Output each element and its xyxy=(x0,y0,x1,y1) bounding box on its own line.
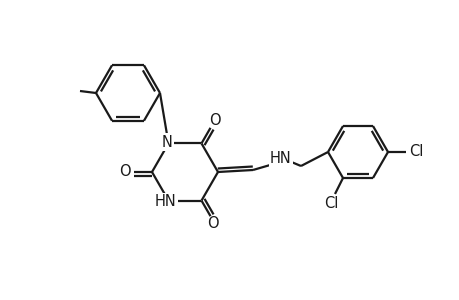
Text: N: N xyxy=(162,135,173,150)
Text: Cl: Cl xyxy=(323,196,337,211)
Text: HN: HN xyxy=(269,151,291,166)
Text: O: O xyxy=(208,113,220,128)
Text: O: O xyxy=(207,216,218,231)
Text: O: O xyxy=(119,164,130,179)
Text: HN: HN xyxy=(154,194,176,209)
Text: Cl: Cl xyxy=(408,143,422,158)
